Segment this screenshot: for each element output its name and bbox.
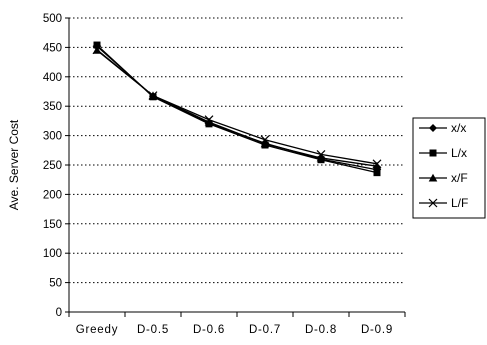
legend-marker [429,124,437,132]
y-tick-label: 50 [49,278,62,290]
gridlines [69,17,405,284]
y-tick-label: 0 [56,307,62,319]
y-tick-label: 350 [43,101,62,113]
x-tick-label: D-0.5 [137,324,169,336]
data-point-marker [260,139,270,148]
x-tick-label: D-0.7 [249,324,281,336]
x-axis-ticks: Greedy D-0.5 D-0.6 D-0.7 D-0.8 D-0.9 [68,312,406,336]
data-point-marker [316,153,326,162]
data-point-marker [260,135,270,145]
series-L-F [92,45,382,169]
legend: x/x L/x x/F L/F [412,117,486,219]
data-point-marker [204,115,214,125]
series-line [96,49,378,165]
legend-item: x/F [419,171,468,185]
series-L-x [93,41,381,177]
legend-item: x/x [419,121,466,135]
data-point-marker [204,117,214,126]
y-tick-label: 100 [43,248,62,260]
y-tick-label: 400 [43,72,62,84]
legend-label: x/x [451,121,466,135]
legend-marker [429,149,437,157]
series-line [96,49,378,167]
y-axis-title: Ave. Server Cost [7,119,21,210]
y-axis-ticks: 0 50 100 150 200 250 300 350 400 450 500 [43,13,69,319]
x-tick-label: Greedy [76,324,119,336]
legend-label: L/x [451,146,467,160]
data-point-marker [148,91,158,101]
legend-label: L/F [451,196,468,210]
x-tick-label: D-0.8 [305,324,337,336]
x-tick-label: D-0.6 [193,324,225,336]
legend-item: L/F [419,196,468,210]
legend-item: L/x [419,146,467,160]
y-tick-label: 450 [43,42,62,54]
legend-marker [428,173,438,182]
x-tick-label: D-0.9 [361,324,393,336]
data-point-marker [93,41,101,49]
series-line [96,45,378,171]
legend-marker [428,198,438,208]
y-tick-label: 300 [43,131,62,143]
series-line [96,44,378,174]
y-tick-label: 250 [43,160,62,172]
legend-label: x/F [451,171,468,185]
y-tick-label: 200 [43,189,62,201]
data-series [92,41,382,177]
y-tick-label: 500 [43,13,62,25]
series-x-x [93,42,381,174]
data-point-marker [372,161,382,170]
data-point-marker [372,159,382,169]
legend-box [412,117,486,219]
data-point-marker [373,169,381,177]
y-tick-label: 150 [43,219,62,231]
series-x-F [92,46,382,170]
data-point-marker [316,149,326,159]
data-point-marker [92,45,102,55]
